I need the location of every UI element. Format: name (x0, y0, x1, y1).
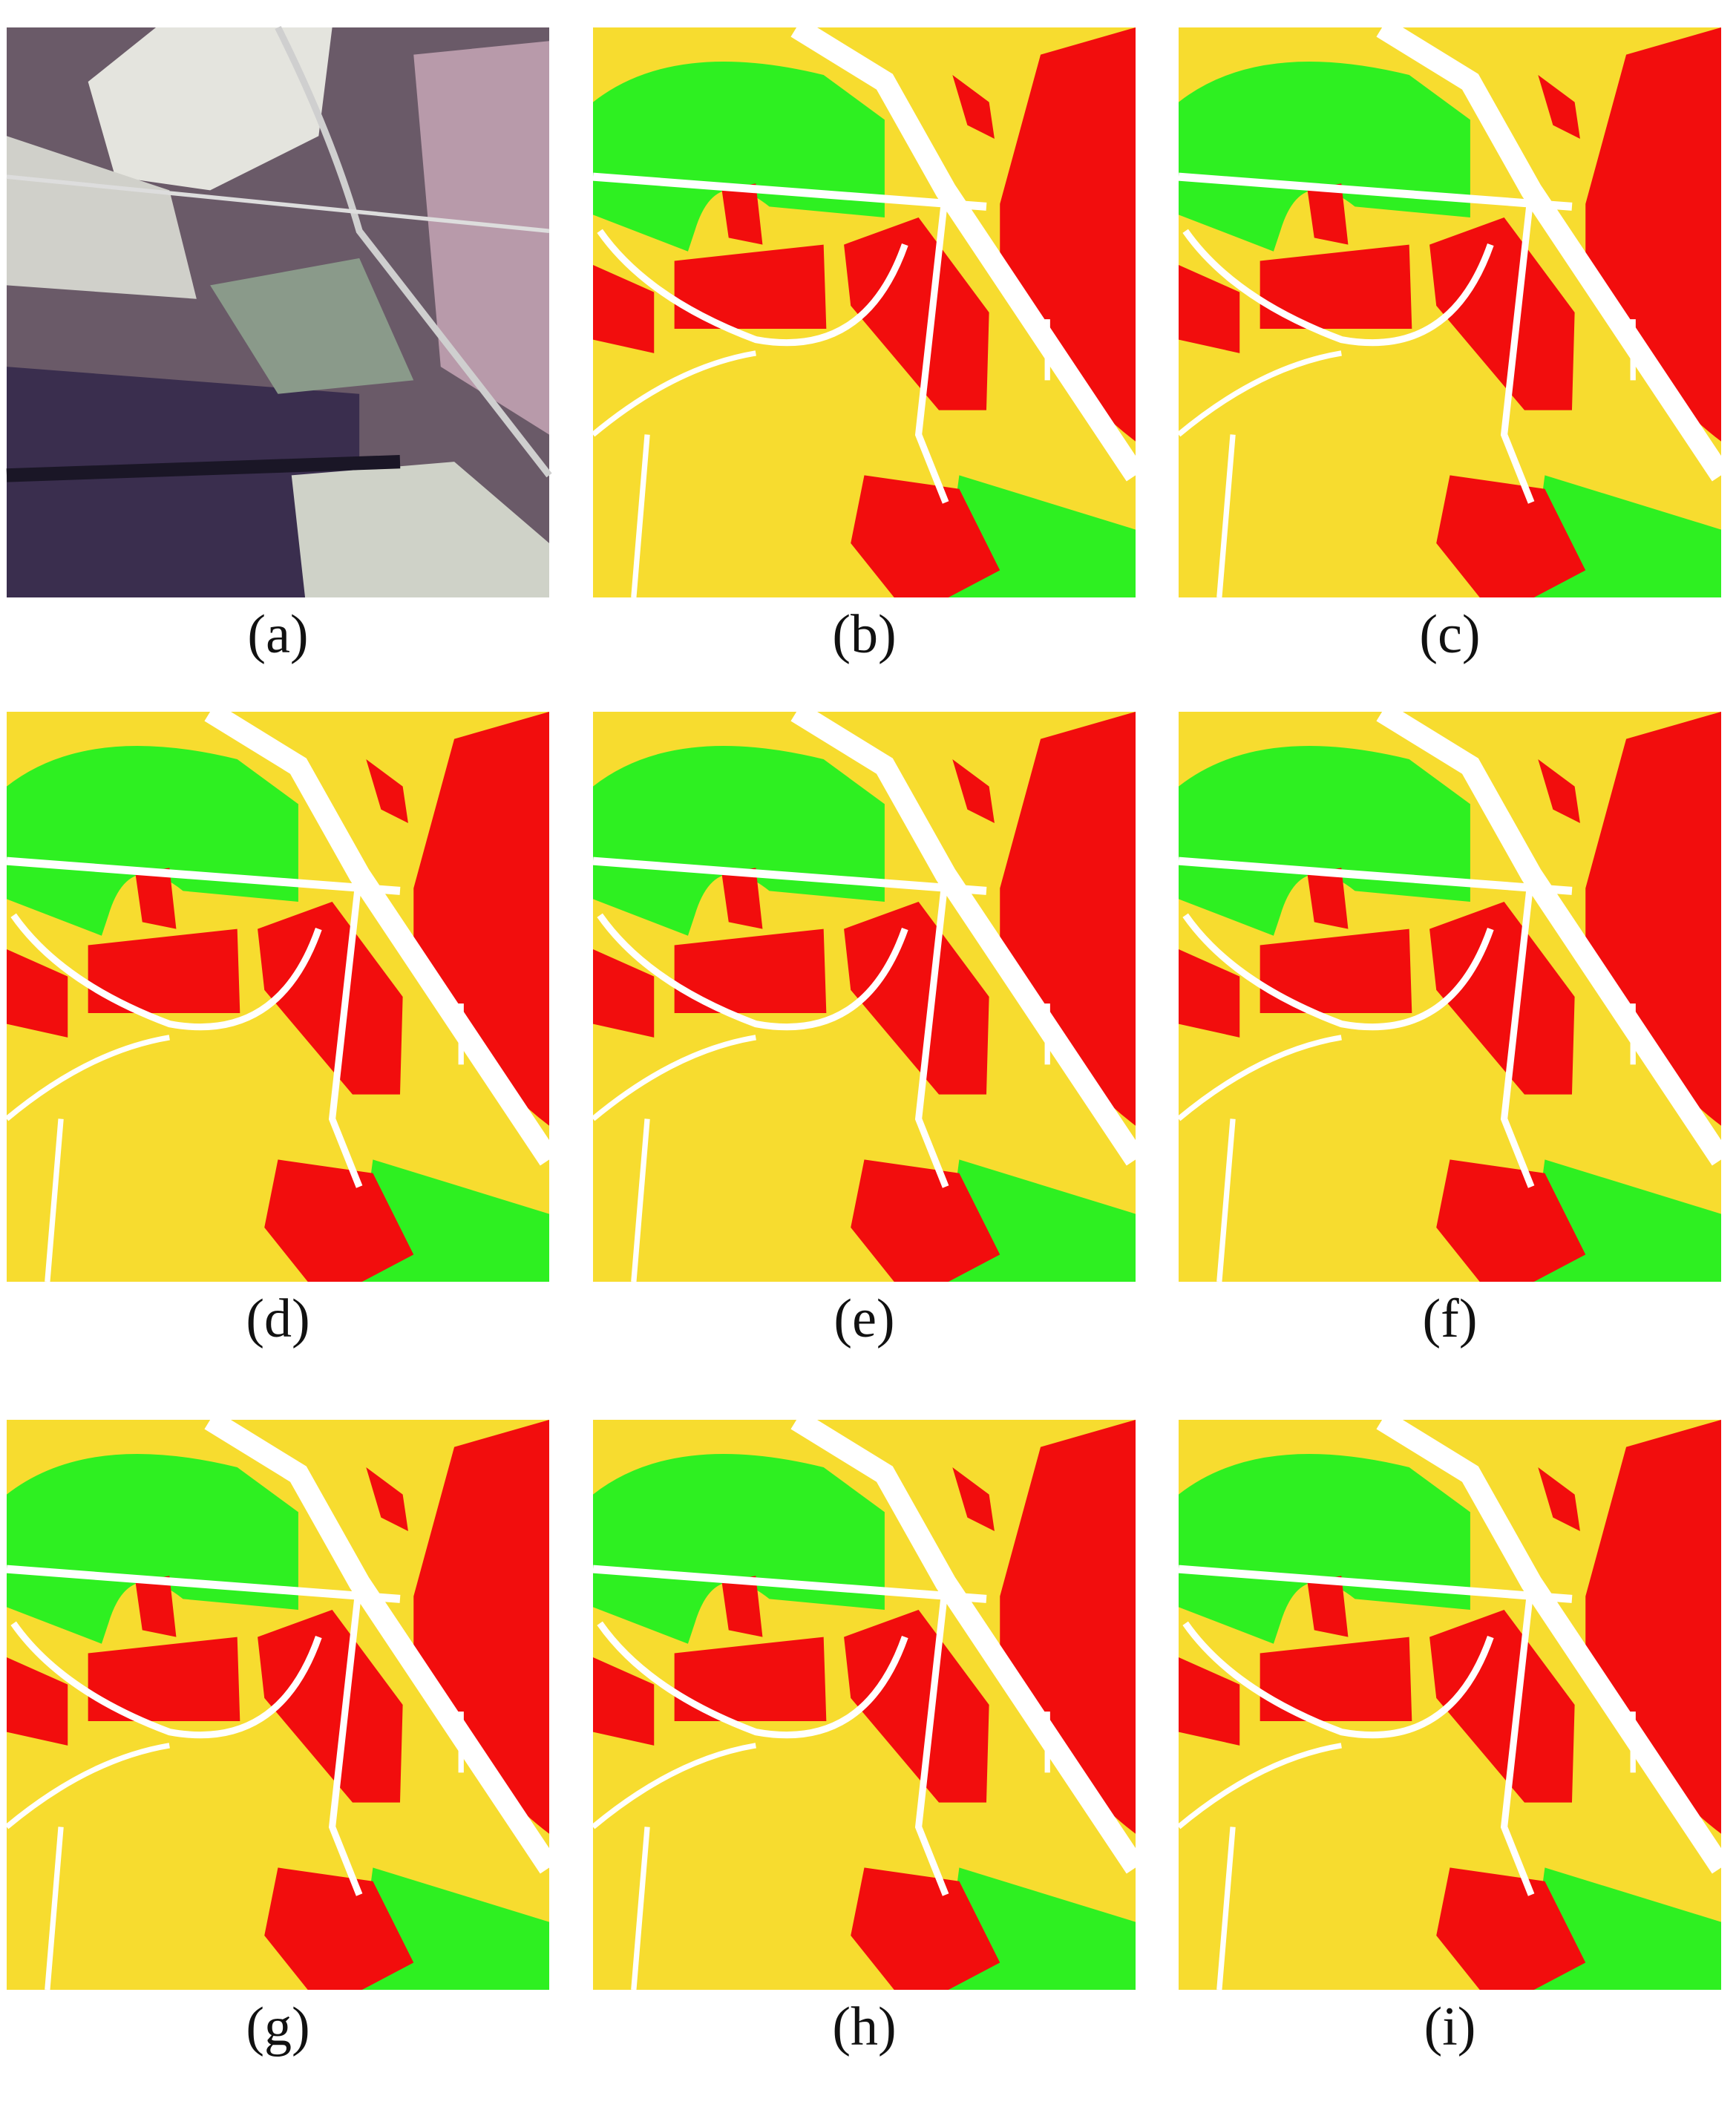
panel-label: (d) (246, 1288, 309, 1349)
panel-label: (a) (247, 604, 308, 665)
panel-label: (g) (246, 1996, 309, 2057)
panel (7, 27, 549, 597)
panel (593, 1420, 1136, 1990)
satellite-image (7, 27, 549, 597)
panel-label: (f) (1423, 1288, 1478, 1349)
panel-label: (c) (1419, 604, 1480, 665)
panel (593, 712, 1136, 1282)
panel (1179, 712, 1721, 1282)
classification-map (1179, 1420, 1721, 1990)
classification-map (593, 712, 1136, 1282)
classification-map (7, 1420, 549, 1990)
classification-map (593, 1420, 1136, 1990)
classification-map (1179, 712, 1721, 1282)
panel (593, 27, 1136, 597)
panel (7, 712, 549, 1282)
panel (1179, 27, 1721, 597)
panel-label: (e) (833, 1288, 894, 1349)
panel-label: (b) (832, 604, 896, 665)
classification-map (7, 712, 549, 1282)
panel (7, 1420, 549, 1990)
classification-map (1179, 27, 1721, 597)
classification-map (593, 27, 1136, 597)
panel (1179, 1420, 1721, 1990)
panel-label: (i) (1424, 1996, 1476, 2057)
panel-label: (h) (832, 1996, 896, 2057)
